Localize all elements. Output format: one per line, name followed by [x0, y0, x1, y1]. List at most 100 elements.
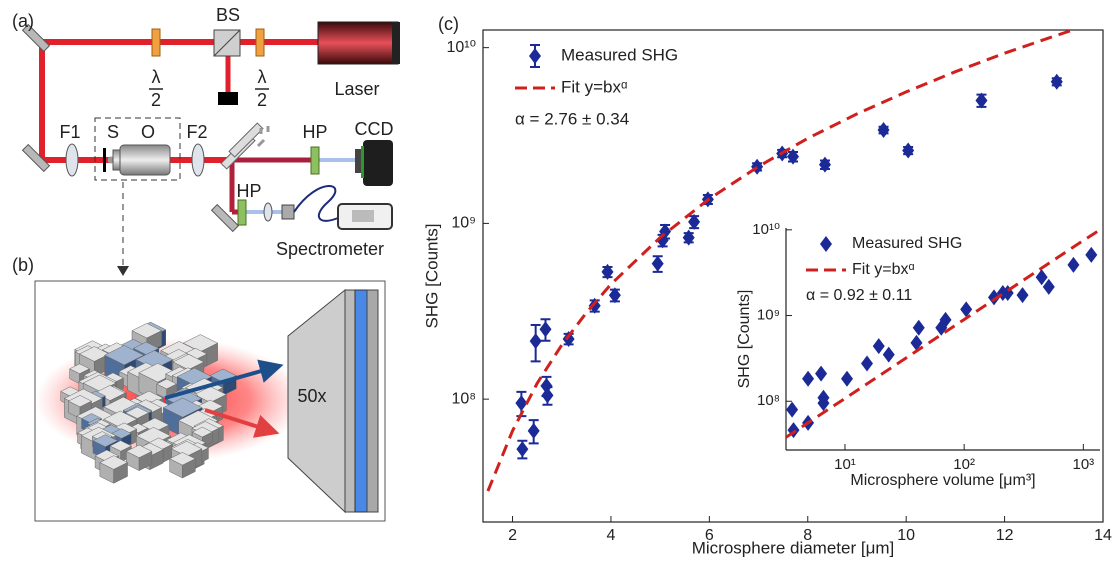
- legend-label: Fit y=bxᵅ: [561, 77, 627, 96]
- data-point: [815, 365, 828, 382]
- y-tick-label: 10⁸: [757, 392, 780, 409]
- beam-dump: [218, 92, 238, 105]
- data-point: [541, 387, 554, 404]
- label: F2: [186, 122, 207, 142]
- data-point: [562, 330, 575, 347]
- data-point: [860, 355, 873, 372]
- data-point: [786, 401, 799, 418]
- x-tick-label: 4: [606, 527, 615, 544]
- y-tick-label: 10¹⁰: [446, 39, 476, 56]
- x-tick-label: 6: [705, 527, 714, 544]
- objective: [119, 144, 171, 176]
- filter: [310, 146, 320, 175]
- label: 2: [151, 90, 161, 110]
- label: BS: [216, 5, 240, 25]
- data-point: [939, 311, 952, 328]
- data-point: [882, 346, 895, 363]
- label: 2: [257, 90, 267, 110]
- beam-splitter: [213, 29, 241, 57]
- x-tick-label: 10²: [953, 456, 975, 473]
- annotation: α = 0.92 ± 0.11: [806, 287, 912, 304]
- panel-label: (a): [12, 11, 34, 31]
- x-axis-label: Microsphere diameter [μm]: [692, 538, 895, 557]
- crystal-cluster: [60, 321, 237, 484]
- legend-label: Measured SHG: [852, 235, 962, 252]
- data-point: [540, 377, 553, 394]
- x-tick-label: 10¹: [834, 456, 856, 473]
- data-point: [1042, 278, 1055, 295]
- chart: 10¹ 10² 10³ 10⁸ 10⁹ 10¹⁰ Microsphere volume [μ…: [728, 221, 1102, 494]
- data-point: [516, 441, 529, 458]
- data-point: [1067, 256, 1080, 273]
- mirror: [21, 23, 51, 53]
- x-tick-label: 10³: [1072, 456, 1094, 473]
- data-point: [651, 255, 664, 272]
- data-point: [817, 395, 830, 412]
- legend-swatch: [529, 48, 541, 64]
- data-point: [1035, 269, 1048, 286]
- x-tick-label: 2: [508, 527, 517, 544]
- data-point: [787, 148, 799, 165]
- spectrometer: [352, 210, 374, 222]
- lens: [263, 202, 273, 222]
- label: F1: [59, 122, 80, 142]
- label: λ: [152, 67, 161, 87]
- y-tick-label: 10⁹: [451, 215, 476, 232]
- laser-arrow: [204, 408, 280, 438]
- data-point: [515, 395, 528, 412]
- data-point: [912, 319, 925, 336]
- data-point: [688, 213, 701, 230]
- label: Spectrometer: [276, 239, 384, 259]
- sample-box: [94, 117, 181, 181]
- label: CCD: [355, 119, 394, 139]
- sample-illustration: 50x: [34, 280, 386, 522]
- data-point: [527, 422, 540, 439]
- y-tick-label: 10⁹: [757, 307, 780, 324]
- data-point: [818, 156, 831, 173]
- label: 50x: [297, 386, 326, 406]
- lens: [65, 143, 79, 177]
- objective-lens: [354, 289, 368, 513]
- annotation: α = 2.76 ± 0.34: [515, 109, 629, 128]
- dichroic: [228, 122, 264, 158]
- crystal: [113, 462, 128, 484]
- waveplate: [255, 28, 265, 57]
- data-point: [529, 333, 542, 350]
- fit-line: [786, 228, 1100, 439]
- sample: [103, 148, 106, 172]
- x-tick-label: 14: [1094, 527, 1112, 544]
- laser: [392, 22, 400, 64]
- data-point: [877, 121, 890, 138]
- arrow: [117, 266, 129, 276]
- label: HP: [302, 122, 327, 142]
- objective: [112, 149, 121, 171]
- filter: [237, 199, 247, 226]
- chart: 2 4 6 8 10 12 14 10⁸ 10⁹ 10¹⁰ Microsphere diameter…: [422, 14, 1112, 558]
- crystal: [182, 458, 196, 479]
- data-point: [682, 229, 695, 246]
- data-point: [1085, 246, 1098, 263]
- crystal: [138, 450, 153, 471]
- arrows: [256, 126, 270, 148]
- axes-frame: [482, 29, 1104, 523]
- y-axis-label: SHG [Counts]: [422, 224, 441, 329]
- charts: 2 4 6 8 10 12 14 10⁸ 10⁹ 10¹⁰ Microsphere diameter…: [422, 14, 1112, 558]
- ccd: [355, 149, 365, 173]
- objective: [366, 289, 379, 513]
- setup-diagram: (a) BS λ 2 λ 2 Laser F1 S O F2 HP CCD HP…: [12, 5, 400, 276]
- data-point: [841, 370, 854, 387]
- data-point: [539, 321, 552, 338]
- label: S: [107, 122, 119, 142]
- y-axis-label: SHG [Counts]: [736, 290, 753, 389]
- legend-label: Measured SHG: [561, 45, 678, 64]
- x-tick-label: 12: [996, 527, 1014, 544]
- panel-label: (b): [12, 255, 34, 275]
- data-point: [601, 263, 614, 280]
- data-point: [1016, 287, 1029, 304]
- legend-label: Fit y=bxᵅ: [852, 261, 915, 278]
- ccd: [361, 146, 364, 178]
- objective: [344, 289, 356, 513]
- data-point: [910, 334, 923, 351]
